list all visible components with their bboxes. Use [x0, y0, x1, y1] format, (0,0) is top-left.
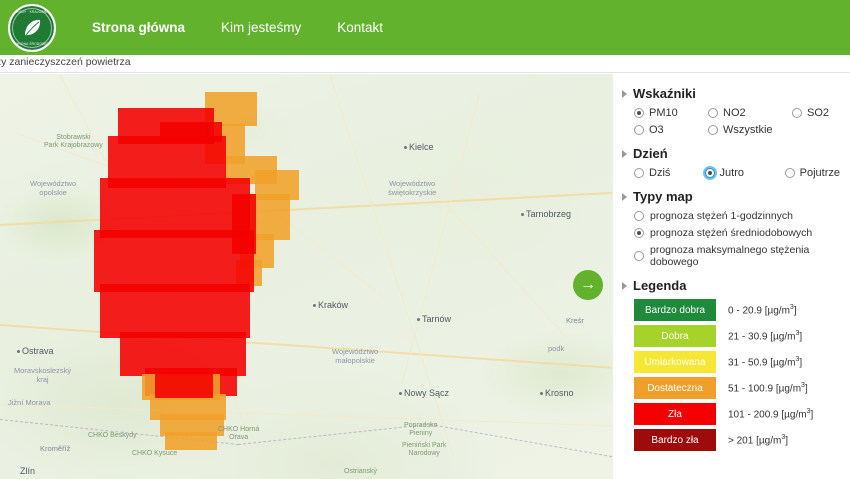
- map-types-title: Typy map: [633, 189, 693, 204]
- day-label-today: Dziś: [649, 167, 671, 179]
- logo-ring: [12, 7, 52, 48]
- indicator-label-all: Wszystkie: [723, 124, 773, 136]
- map-type-label-daily-max: prognoza maksymalnego stężenia dobowego: [650, 244, 810, 268]
- map-zone-red: [94, 230, 254, 292]
- day-title: Dzień: [633, 146, 668, 161]
- day-option-tomorrow[interactable]: Jutro: [704, 167, 785, 179]
- indicator-option-no2[interactable]: NO2: [708, 107, 792, 119]
- day-section-header[interactable]: Dzień: [622, 146, 840, 161]
- air-quality-map[interactable]: Województwo opolskie Województwo świętokrz…: [0, 74, 613, 479]
- legend-range-bardzo-zla: > 201 [µg/m3]: [728, 433, 788, 447]
- map-type-option-hourly[interactable]: prognoza stężeń 1-godzinnych: [634, 210, 840, 222]
- indicator-label-no2: NO2: [723, 107, 746, 119]
- content-area: Województwo opolskie Województwo świętokrz…: [0, 74, 850, 479]
- map-zone-red: [155, 372, 213, 398]
- radio-daily-max[interactable]: [634, 251, 644, 261]
- legend-item: Bardzo zła > 201 [µg/m3]: [622, 429, 840, 451]
- map-type-option-daily-average[interactable]: prognoza stężeń średniodobowych: [634, 227, 840, 239]
- legend-range-dostateczna: 51 - 100.9 [µg/m3]: [728, 381, 808, 395]
- map-city-dot: [417, 318, 420, 321]
- map-city-dot: [521, 213, 524, 216]
- legend-swatch-bardzo-dobra: Bardzo dobra: [634, 299, 716, 321]
- logo-emblem: OGRODY · KRAJOBRAZU OCHRONA ŚRODOWISKA: [10, 5, 54, 50]
- chevron-right-icon: [622, 192, 627, 201]
- radio-so2[interactable]: [792, 108, 802, 118]
- day-label-tomorrow: Jutro: [719, 167, 745, 179]
- radio-no2[interactable]: [708, 108, 718, 118]
- map-city-dot: [313, 304, 316, 307]
- map-types-section-header[interactable]: Typy map: [622, 189, 840, 204]
- radio-daily-average[interactable]: [634, 228, 644, 238]
- site-logo[interactable]: OGRODY · KRAJOBRAZU OCHRONA ŚRODOWISKA: [8, 3, 56, 52]
- map-zone-red: [232, 194, 256, 254]
- radio-hourly[interactable]: [634, 211, 644, 221]
- indicator-label-pm10: PM10: [649, 107, 678, 119]
- legend-swatch-dostateczna: Dostateczna: [634, 377, 716, 399]
- indicators-title: Wskaźniki: [633, 86, 696, 101]
- indicators-row-2: O3 Wszystkie: [634, 124, 840, 136]
- logo-top-text: OGRODY · KRAJOBRAZU: [10, 9, 54, 14]
- map-zone-orange: [165, 432, 217, 450]
- map-type-label-daily-average: prognoza stężeń średniodobowych: [650, 227, 813, 239]
- map-city-dot: [17, 350, 20, 353]
- radio-today[interactable]: [634, 168, 644, 178]
- indicator-option-so2[interactable]: SO2: [792, 107, 829, 119]
- indicator-option-pm10[interactable]: PM10: [634, 107, 708, 119]
- map-type-label-hourly: prognoza stężeń 1-godzinnych: [650, 210, 794, 222]
- day-option-today[interactable]: Dziś: [634, 167, 705, 179]
- chevron-right-icon: [622, 281, 627, 290]
- map-city-dot: [404, 146, 407, 149]
- indicator-label-so2: SO2: [807, 107, 830, 119]
- indicator-label-o3: O3: [649, 124, 664, 136]
- legend-item: Dostateczna 51 - 100.9 [µg/m3]: [622, 377, 840, 399]
- indicators-row-1: PM10 NO2 SO2: [634, 107, 840, 119]
- nav-item-about[interactable]: Kim jesteśmy: [221, 20, 302, 35]
- main-navigation: Strona główna Kim jesteśmy Kontakt: [74, 0, 401, 55]
- legend-item: Dobra 21 - 30.9 [µg/m3]: [622, 325, 840, 347]
- legend-range-umiarkowana: 31 - 50.9 [µg/m3]: [728, 355, 803, 369]
- day-label-day-after: Pojutrze: [799, 167, 840, 179]
- legend-item: Zła 101 - 200.9 [µg/m3]: [622, 403, 840, 425]
- radio-tomorrow[interactable]: [704, 168, 715, 178]
- legend-range-bardzo-dobra: 0 - 20.9 [µg/m3]: [728, 303, 797, 317]
- controls-panel: Wskaźniki PM10 NO2 SO2 O3 Wszyst: [613, 74, 850, 479]
- indicator-option-o3[interactable]: O3: [634, 124, 708, 136]
- legend-range-dobra: 21 - 30.9 [µg/m3]: [728, 329, 803, 343]
- map-zone-red: [100, 284, 250, 338]
- subheader-bar: ozy zanieczyszczeń powietrza: [0, 55, 850, 73]
- indicator-option-all[interactable]: Wszystkie: [708, 124, 773, 136]
- subheader-text: ozy zanieczyszczeń powietrza: [0, 56, 131, 68]
- map-city-dot: [540, 392, 543, 395]
- map-next-arrow-button[interactable]: →: [573, 270, 603, 300]
- legend-range-zla: 101 - 200.9 [µg/m3]: [728, 407, 814, 421]
- map-zone-red: [100, 178, 250, 238]
- chevron-right-icon: [622, 149, 627, 158]
- map-zone-orange: [160, 414, 224, 436]
- chevron-right-icon: [622, 89, 627, 98]
- map-city-dot: [399, 392, 402, 395]
- day-row: Dziś Jutro Pojutrze: [634, 167, 840, 179]
- legend-swatch-umiarkowana: Umiarkowana: [634, 351, 716, 373]
- legend-item: Bardzo dobra 0 - 20.9 [µg/m3]: [622, 299, 840, 321]
- legend-title: Legenda: [633, 278, 687, 293]
- legend-swatch-bardzo-zla: Bardzo zła: [634, 429, 716, 451]
- map-type-option-daily-max[interactable]: prognoza maksymalnego stężenia dobowego: [634, 244, 840, 268]
- legend-swatch-dobra: Dobra: [634, 325, 716, 347]
- site-header: OGRODY · KRAJOBRAZU OCHRONA ŚRODOWISKA S…: [0, 0, 850, 55]
- indicators-section-header[interactable]: Wskaźniki: [622, 86, 840, 101]
- radio-day-after[interactable]: [784, 168, 795, 178]
- legend-list: Bardzo dobra 0 - 20.9 [µg/m3] Dobra 21 -…: [622, 299, 840, 451]
- nav-item-contact[interactable]: Kontakt: [337, 20, 384, 35]
- legend-section-header[interactable]: Legenda: [622, 278, 840, 293]
- legend-swatch-zla: Zła: [634, 403, 716, 425]
- map-zone-red: [160, 122, 222, 142]
- radio-o3[interactable]: [634, 125, 644, 135]
- nav-item-home[interactable]: Strona główna: [92, 20, 186, 35]
- radio-all[interactable]: [708, 125, 718, 135]
- radio-pm10[interactable]: [634, 108, 644, 118]
- legend-item: Umiarkowana 31 - 50.9 [µg/m3]: [622, 351, 840, 373]
- logo-bottom-text: OCHRONA ŚRODOWISKA: [10, 41, 54, 46]
- day-option-day-after[interactable]: Pojutrze: [784, 167, 840, 179]
